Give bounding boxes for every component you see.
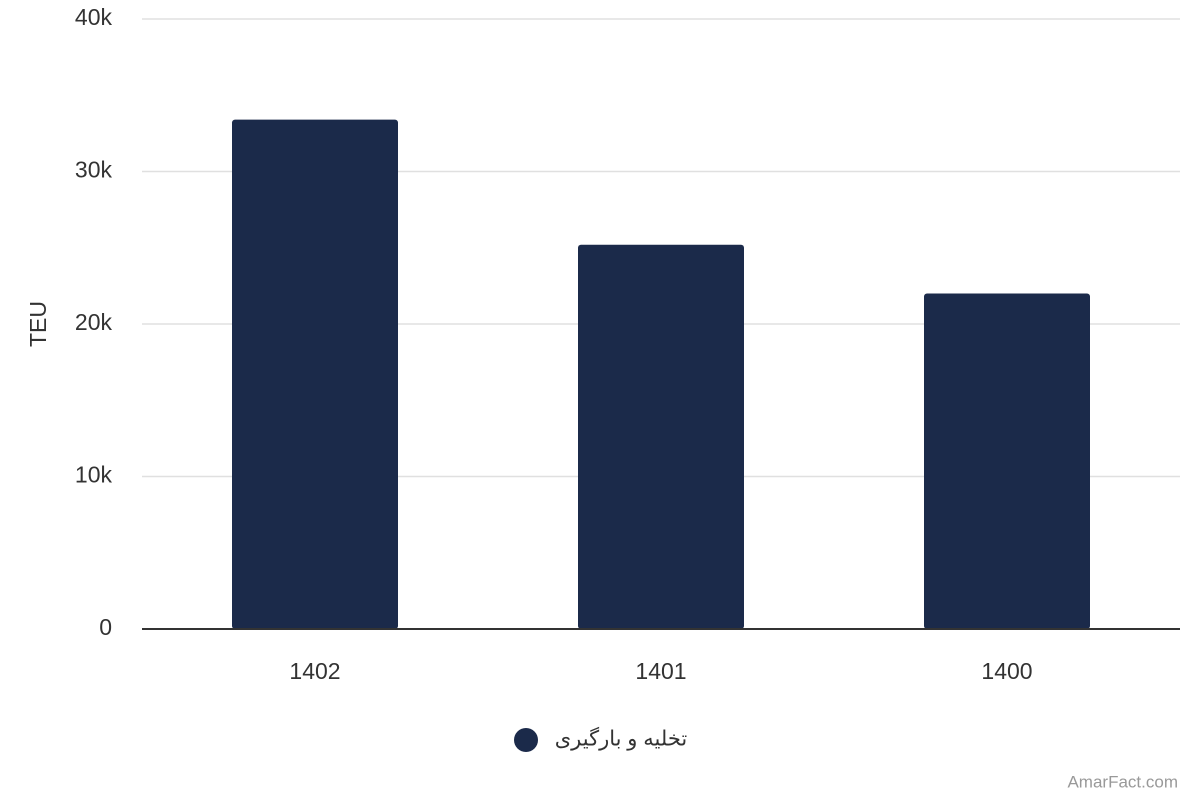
y-tick-label: 30k	[75, 157, 113, 183]
y-tick-label: 0	[99, 614, 112, 640]
y-axis-label: TEU	[25, 301, 51, 347]
legend-label[interactable]: تخلیه و بارگیری	[555, 727, 688, 752]
bar	[232, 119, 398, 630]
y-tick-label: 20k	[75, 309, 113, 335]
legend-marker	[514, 728, 538, 752]
bar	[578, 244, 744, 629]
x-tick-label: 1401	[635, 658, 686, 684]
credit: AmarFact.com	[1067, 772, 1178, 791]
x-tick-label: 1402	[289, 658, 340, 684]
bar	[924, 293, 1090, 629]
y-tick-label: 40k	[75, 4, 113, 30]
y-tick-label: 10k	[75, 462, 113, 488]
x-tick-label: 1400	[981, 658, 1032, 684]
